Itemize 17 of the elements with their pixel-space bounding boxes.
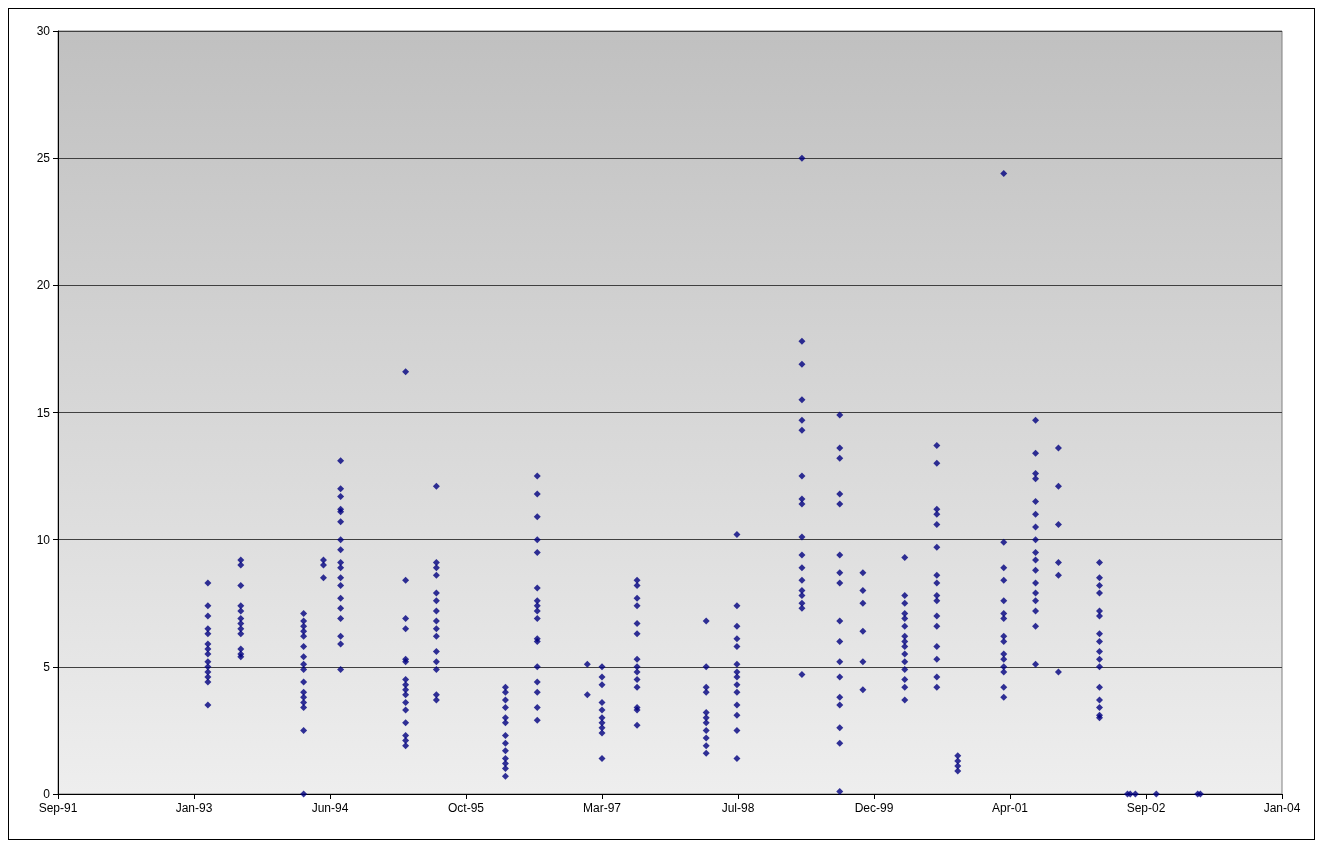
y-tick-label: 10 xyxy=(36,532,51,547)
x-tick-label: Apr-01 xyxy=(991,801,1029,815)
y-tick-label: 25 xyxy=(36,151,51,166)
x-tick-label: Jul-98 xyxy=(721,801,755,815)
y-tick-label: 0 xyxy=(43,787,51,801)
x-tick-label: Jan-93 xyxy=(175,801,213,815)
x-tick-label: Jun-94 xyxy=(311,801,349,815)
y-tick-label: 20 xyxy=(36,278,51,293)
x-tick-label: Mar-97 xyxy=(582,801,622,815)
y-tick-label: 15 xyxy=(36,405,51,420)
x-tick-label: Sep-91 xyxy=(38,801,78,815)
x-tick-label: Oct-95 xyxy=(447,801,485,815)
x-tick-label: Dec-99 xyxy=(854,801,894,815)
x-tick-label: Jan-04 xyxy=(1263,801,1301,815)
y-tick-label: 30 xyxy=(36,24,51,38)
x-tick-label: Sep-02 xyxy=(1126,801,1166,815)
y-tick-label: 5 xyxy=(43,659,51,674)
